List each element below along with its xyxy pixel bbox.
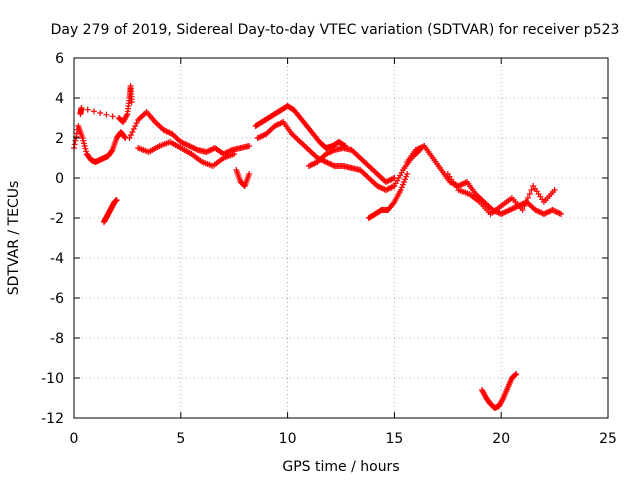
marks-layer: [71, 83, 565, 411]
series-trace-late-2: [444, 171, 558, 217]
x-tick-label: 25: [599, 431, 617, 447]
data-point: [71, 141, 78, 148]
data-point: [128, 99, 135, 105]
data-point: [397, 187, 404, 193]
data-point: [399, 181, 406, 188]
data-point: [130, 126, 137, 132]
series-trace-dip-8: [233, 167, 253, 189]
series-trace-bottom: [478, 371, 520, 411]
series-trace-mid-1: [252, 103, 349, 151]
data-point: [126, 135, 133, 141]
y-axis-label: SDTVAR / TECUs: [6, 181, 22, 296]
data-point: [97, 110, 104, 116]
data-point: [78, 105, 85, 111]
data-point: [404, 171, 411, 177]
data-point: [72, 137, 79, 144]
data-point: [398, 184, 405, 191]
x-tick-label: 20: [492, 431, 510, 447]
grid-layer: [74, 58, 608, 418]
data-point: [521, 203, 528, 209]
y-tick-label: -8: [50, 331, 64, 347]
y-tick-label: 2: [55, 131, 64, 147]
data-point: [551, 187, 558, 193]
data-point: [401, 179, 408, 185]
plot-frame: [73, 57, 609, 419]
ticks-layer: 0 5 10 15 20 25 -12 -10 -8 -6 -4 -2 0 2 4 6: [41, 51, 617, 447]
data-point: [79, 135, 86, 141]
x-tick-label: 10: [279, 431, 297, 447]
y-tick-label: -6: [50, 291, 64, 307]
data-point: [519, 207, 526, 213]
data-point: [127, 132, 134, 138]
series-trace-mid-2: [254, 119, 424, 193]
y-tick-label: -12: [41, 411, 64, 427]
data-point: [121, 134, 128, 140]
data-point: [524, 195, 531, 201]
y-tick-label: -10: [41, 371, 64, 387]
data-point: [523, 199, 530, 205]
data-point: [132, 123, 139, 129]
data-point: [129, 129, 136, 135]
series-trace-main-1: [126, 109, 253, 157]
data-point: [81, 143, 88, 149]
y-tick-label: -2: [50, 211, 64, 227]
data-point: [84, 106, 91, 113]
chart-title: Day 279 of 2019, Sidereal Day-to-day VTE…: [51, 22, 620, 38]
x-axis-label: GPS time / hours: [282, 459, 399, 475]
y-tick-label: 0: [55, 171, 64, 187]
series-trace-mid-3: [305, 145, 398, 185]
x-tick-label: 15: [385, 431, 403, 447]
data-point: [513, 371, 520, 377]
data-point: [528, 187, 535, 193]
data-point: [82, 145, 89, 152]
series-trace-spikes: [77, 83, 135, 125]
series-trace-low-15: [365, 171, 411, 221]
data-point: [526, 191, 533, 197]
data-point: [512, 371, 519, 378]
y-tick-label: 4: [55, 91, 64, 107]
data-point: [231, 151, 238, 157]
data-point: [80, 140, 87, 147]
data-point: [123, 112, 130, 119]
data-point: [390, 200, 397, 207]
data-point: [402, 176, 409, 183]
y-tick-label: 6: [55, 51, 64, 67]
data-point: [90, 108, 97, 115]
data-point: [83, 148, 90, 155]
series-trace-short-low: [100, 197, 120, 225]
x-tick-label: 5: [176, 431, 185, 447]
y-tick-label: -4: [50, 251, 64, 267]
data-point: [109, 113, 116, 120]
data-point: [80, 137, 87, 144]
data-point: [246, 143, 253, 149]
data-point: [246, 171, 253, 177]
data-point: [103, 111, 110, 118]
data-point: [558, 211, 565, 217]
series-trace-main-2: [135, 139, 238, 169]
data-point: [391, 175, 398, 181]
x-tick-label: 0: [70, 431, 79, 447]
data-point: [133, 120, 140, 126]
data-point: [403, 173, 410, 180]
data-point: [113, 197, 120, 203]
data-point: [73, 130, 80, 137]
series-trace-early: [71, 123, 129, 165]
